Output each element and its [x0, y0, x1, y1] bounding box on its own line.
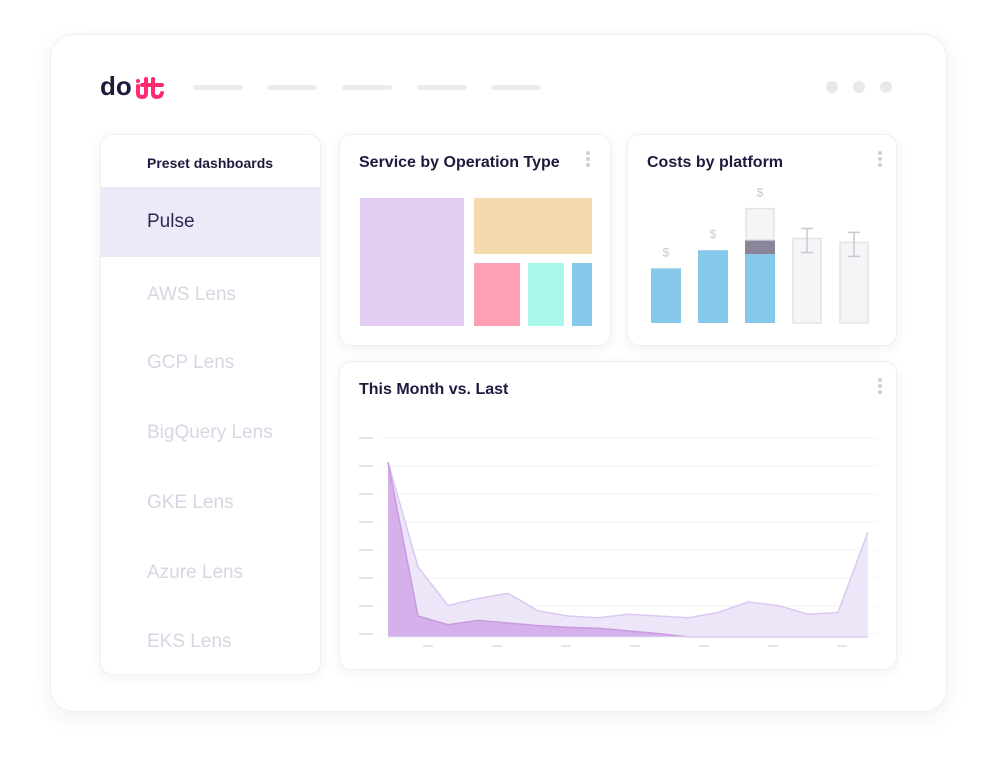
bar-value-label: $: [757, 186, 764, 200]
sidebar-item-label: GCP Lens: [147, 352, 235, 373]
treemap-tile: [474, 263, 520, 326]
sidebar-item-gke-lens[interactable]: GKE Lens: [101, 488, 320, 518]
more-vertical-icon[interactable]: [585, 149, 591, 169]
sidebar-heading: Preset dashboards: [147, 155, 274, 171]
card-title: Service by Operation Type: [359, 154, 560, 171]
sidebar-item-gcp-lens[interactable]: GCP Lens: [101, 348, 320, 378]
nav-link-3[interactable]: [342, 85, 392, 90]
card-title: Costs by platform: [647, 154, 784, 171]
treemap-tile: [528, 263, 564, 326]
bar-segment: [698, 250, 728, 323]
sidebar-item-pulse[interactable]: Pulse: [101, 187, 320, 257]
sidebar-item-label: AWS Lens: [147, 284, 237, 305]
more-vertical-icon[interactable]: [877, 149, 883, 169]
treemap-tile: [572, 263, 592, 326]
nav-link-5[interactable]: [491, 85, 541, 90]
service-by-operation-card: Service by Operation Type: [339, 134, 611, 346]
bar-value-label: $: [663, 245, 670, 259]
sidebar-item-label: EKS Lens: [147, 631, 232, 652]
costs-bar-chart: $ $ $: [651, 186, 869, 324]
preset-dashboards-sidebar: Preset dashboards Pulse AWS Lens GCP Len…: [100, 134, 321, 675]
sidebar-item-label: BigQuery Lens: [147, 422, 273, 443]
window-control-dot[interactable]: [826, 81, 838, 93]
sidebar-item-label: Azure Lens: [147, 562, 244, 583]
costs-by-platform-card: Costs by platform $ $ $: [627, 134, 897, 346]
sidebar-item-azure-lens[interactable]: Azure Lens: [101, 558, 320, 588]
logo-mark-it: [136, 77, 164, 100]
sidebar-item-label: Pulse: [147, 211, 195, 232]
more-vertical-icon[interactable]: [877, 376, 883, 396]
nav-link-2[interactable]: [267, 85, 317, 90]
window-control-dot[interactable]: [880, 81, 892, 93]
treemap-tile: [474, 198, 592, 254]
sidebar-item-label: GKE Lens: [147, 492, 234, 513]
sidebar-item-bigquery-lens[interactable]: BigQuery Lens: [101, 418, 320, 448]
app-window: do Preset dashboards Pulse AWS Lens GCP …: [50, 34, 947, 712]
bar-segment: [745, 239, 775, 255]
window-control-dot[interactable]: [853, 81, 865, 93]
nav-link-1[interactable]: [193, 85, 243, 90]
card-title: This Month vs. Last: [359, 381, 509, 398]
bar-segment: [745, 207, 775, 241]
doit-logo[interactable]: do: [100, 71, 166, 101]
month-area-chart: [359, 437, 877, 647]
bar-value-label: $: [710, 227, 717, 241]
sidebar-item-aws-lens[interactable]: AWS Lens: [101, 280, 320, 310]
sidebar-item-eks-lens[interactable]: EKS Lens: [101, 627, 320, 657]
bar-segment: [651, 268, 681, 323]
treemap-tile: [360, 198, 464, 326]
this-month-vs-last-card: This Month vs. Last: [339, 361, 897, 670]
nav-link-4[interactable]: [417, 85, 467, 90]
logo-mark-do: do: [100, 71, 132, 101]
line-last-month: [387, 461, 869, 619]
bar-segment: [745, 254, 775, 323]
